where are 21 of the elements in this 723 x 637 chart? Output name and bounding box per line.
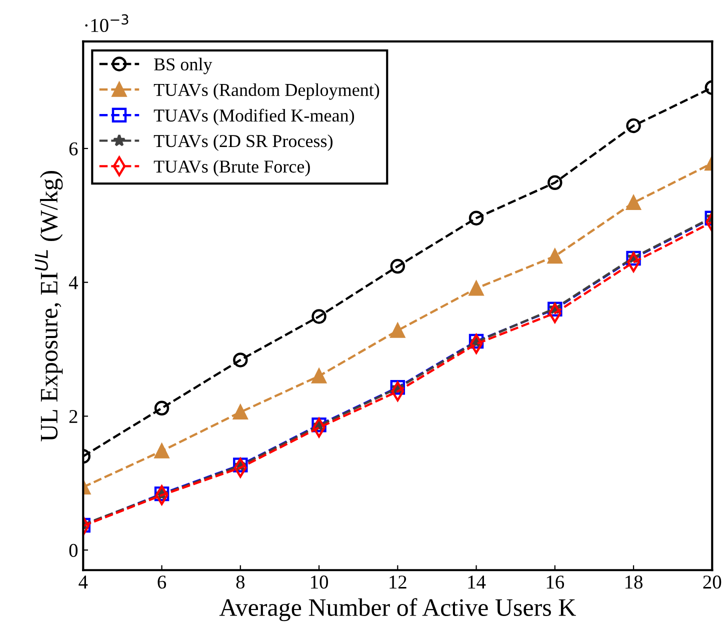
x-axis-title: Average Number of Active Users K bbox=[219, 598, 576, 622]
y-tick-label: 6 bbox=[69, 142, 78, 156]
legend-label: TUAVs (Brute Force) bbox=[154, 160, 310, 176]
y-axis-title: UL Exposure, EI$^{UL}$ (W/kg) bbox=[35, 170, 63, 442]
x-tick-label: 20 bbox=[703, 576, 722, 589]
text: ·10$^{−3}$ bbox=[85, 14, 128, 32]
y-tick-label: 4 bbox=[68, 276, 78, 290]
x-tick-label: 8 bbox=[236, 576, 245, 589]
x-tick-label: 10 bbox=[311, 576, 328, 589]
x-tick-label: 4 bbox=[78, 576, 88, 588]
x-tick-label: 16 bbox=[546, 576, 564, 589]
legend-label: TUAVs (Modified K-mean) bbox=[154, 108, 354, 126]
x-tick-label: 14 bbox=[468, 576, 486, 588]
x-tick-label: 18 bbox=[626, 576, 643, 589]
legend-label: TUAVs (Random Deployment) bbox=[154, 83, 380, 100]
legend-label: TUAVs (2D SR Process) bbox=[154, 134, 332, 151]
x-tick-label: 12 bbox=[390, 576, 406, 588]
y-tick-label: 2 bbox=[69, 410, 78, 423]
x-tick-label: 6 bbox=[158, 576, 166, 589]
legend-label: BS only bbox=[154, 58, 212, 74]
y-tick-label: 0 bbox=[69, 544, 78, 557]
